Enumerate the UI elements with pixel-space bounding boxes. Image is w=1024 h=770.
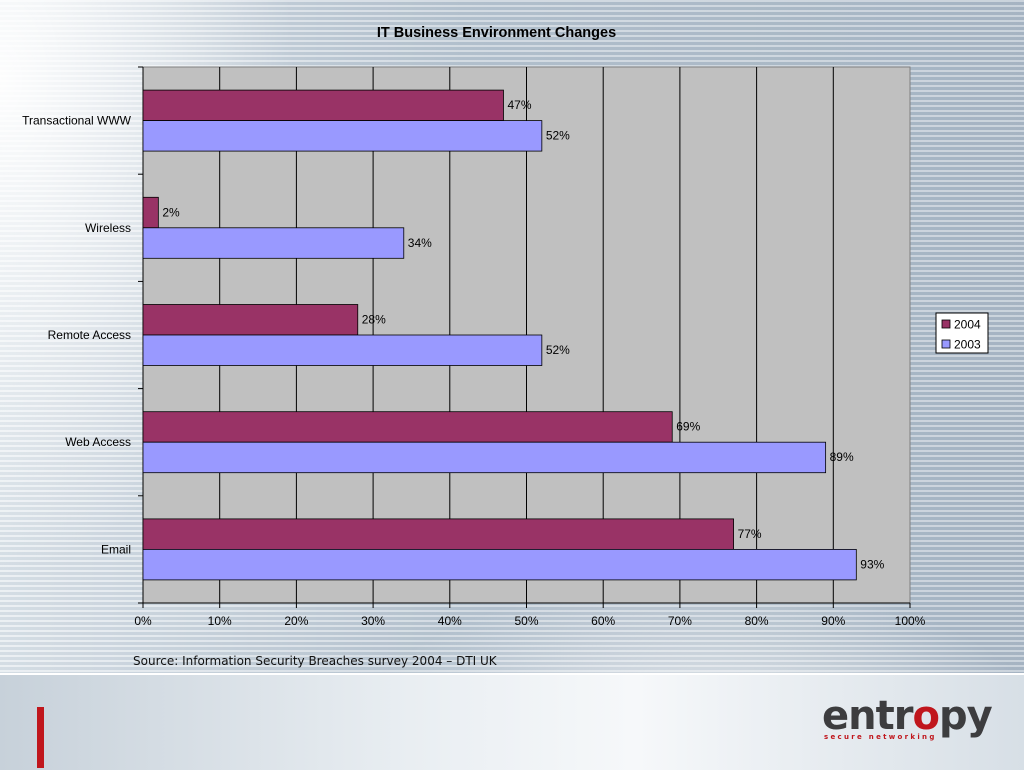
x-tick-label: 40% xyxy=(438,614,462,628)
x-tick-label: 20% xyxy=(284,614,308,628)
bar-2004 xyxy=(142,196,159,229)
bar-2003 xyxy=(142,120,543,152)
legend-swatch-2004 xyxy=(941,319,951,329)
data-label: 47% xyxy=(507,98,531,112)
data-label: 52% xyxy=(546,343,570,357)
x-tick-label: 10% xyxy=(208,614,232,628)
y-tick-label: Transactional WWW xyxy=(22,114,132,128)
data-label: 69% xyxy=(676,420,700,434)
data-label: 34% xyxy=(408,236,432,250)
bar-2004 xyxy=(142,89,504,121)
x-tick-label: 0% xyxy=(134,614,152,628)
legend-label: 2004 xyxy=(954,318,981,332)
accent-bar xyxy=(37,707,44,768)
data-label: 89% xyxy=(830,450,854,464)
bar-2004 xyxy=(142,518,734,550)
legend-label: 2003 xyxy=(954,338,981,352)
x-tick-label: 30% xyxy=(361,614,385,628)
x-tick-label: 90% xyxy=(821,614,845,628)
x-tick-label: 100% xyxy=(895,614,926,628)
x-tick-label: 50% xyxy=(514,614,538,628)
bar-2003 xyxy=(142,549,857,581)
chart-title: IT Business Environment Changes xyxy=(377,25,616,41)
x-tick-label: 70% xyxy=(668,614,692,628)
data-label: 77% xyxy=(738,527,762,541)
source-note: Source: Information Security Breaches su… xyxy=(133,654,497,668)
data-label: 52% xyxy=(546,129,570,143)
logo-tagline: secure networking xyxy=(824,733,937,741)
y-tick-label: Remote Access xyxy=(48,328,131,342)
bar-2003 xyxy=(142,227,405,259)
data-label: 93% xyxy=(860,557,884,571)
legend-swatch-2003 xyxy=(941,339,951,349)
bar-2004 xyxy=(142,411,673,443)
y-tick-label: Web Access xyxy=(65,435,131,449)
bar-2004 xyxy=(142,304,359,336)
y-tick-label: Email xyxy=(101,542,131,556)
x-tick-label: 80% xyxy=(745,614,769,628)
entropy-logo: entropy secure networking xyxy=(822,693,993,744)
bar-2003 xyxy=(142,441,827,474)
y-tick-label: Wireless xyxy=(85,221,131,235)
footer-band xyxy=(0,673,1024,770)
x-tick-label: 60% xyxy=(591,614,615,628)
logo-wordmark: entropy xyxy=(822,693,993,739)
bar-2003 xyxy=(142,334,543,366)
data-label: 28% xyxy=(362,313,386,327)
data-label: 2% xyxy=(162,205,180,219)
